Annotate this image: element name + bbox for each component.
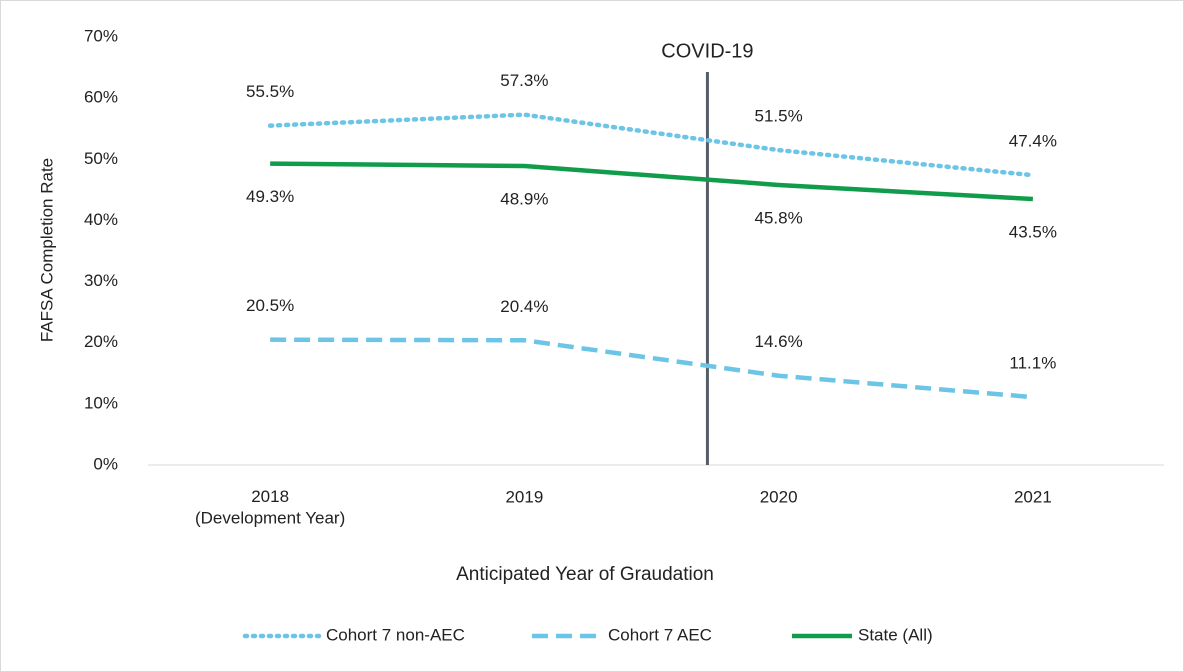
series-line (270, 161, 1034, 202)
y-tick-label: 70% (84, 26, 118, 45)
x-axis-title: Anticipated Year of Graudation (456, 564, 714, 585)
y-tick-label: 60% (84, 88, 118, 107)
y-tick-label: 10% (84, 393, 118, 412)
data-label: 14.6% (755, 332, 803, 351)
data-label: 43.5% (1009, 223, 1057, 242)
y-tick-label: 50% (84, 149, 118, 168)
data-label: 20.4% (500, 297, 548, 316)
data-label: 11.1% (1009, 354, 1056, 373)
x-tick-label: 2019 (505, 487, 543, 506)
series-line (270, 337, 1034, 400)
x-tick-label: 2018 (Development Year) (195, 487, 345, 527)
legend-label: State (All) (858, 625, 933, 644)
annotation-text: COVID-19 (661, 40, 753, 62)
y-axis-title: FAFSA Completion Rate (37, 158, 56, 342)
series-line (267, 112, 1036, 178)
data-label: 55.5% (246, 82, 294, 101)
data-label: 48.9% (500, 189, 548, 208)
y-tick-label: 20% (84, 332, 118, 351)
legend-label: Cohort 7 non-AEC (326, 625, 465, 644)
data-label: 47.4% (1009, 132, 1057, 151)
legend-label: Cohort 7 AEC (608, 625, 712, 644)
x-tick-label: 2020 (760, 487, 798, 506)
x-tick-label: 2021 (1014, 487, 1052, 506)
data-label: 51.5% (755, 107, 803, 126)
data-label: 45.8% (755, 208, 803, 227)
y-tick-label: 40% (84, 210, 118, 229)
y-tick-label: 30% (84, 271, 118, 290)
data-label: 49.3% (246, 187, 294, 206)
data-label: 20.5% (246, 296, 294, 315)
data-label: 57.3% (500, 71, 548, 90)
y-tick-label: 0% (93, 454, 118, 473)
